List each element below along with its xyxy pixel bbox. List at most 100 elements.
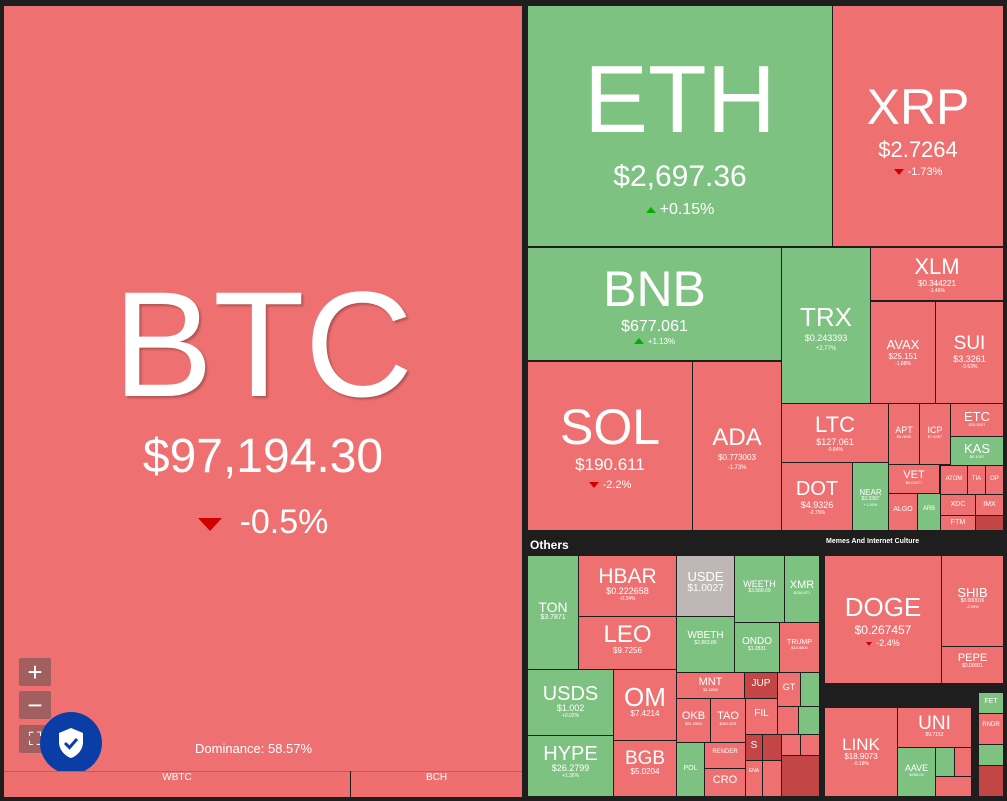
dot-price: $4.9326	[800, 500, 834, 510]
tile-misc-14[interactable]	[979, 766, 1003, 796]
near-price: $3.3387	[861, 496, 880, 502]
xlm-symbol: XLM	[914, 254, 960, 279]
trx-price: $0.243393	[804, 333, 848, 343]
kas-price: $0.1097	[969, 454, 985, 459]
tile-avax[interactable]: AVAX $25.151 -1.88%	[871, 302, 935, 403]
tile-misc-8[interactable]	[763, 761, 781, 796]
tile-etc[interactable]: ETC $20.5407	[951, 404, 1003, 436]
tile-vet[interactable]: VET $0.03477	[889, 465, 939, 493]
tile-misc-7[interactable]	[801, 735, 819, 755]
tile-fet[interactable]: FET	[979, 693, 1003, 713]
tile-shib[interactable]: SHIB $0.000016 -3.09%	[942, 556, 1003, 646]
tile-cro[interactable]: CRO	[705, 769, 745, 796]
tile-uni[interactable]: UNI $9.7152	[898, 708, 971, 747]
tile-op[interactable]: OP	[986, 466, 1003, 494]
tile-weeth[interactable]: WEETH $3,568.09	[735, 556, 784, 622]
tile-icp[interactable]: ICP $7.6287	[920, 404, 950, 464]
tile-ada[interactable]: ADA $0.773003 -1.73%	[693, 362, 781, 530]
tile-ftm[interactable]: FTM	[941, 516, 975, 530]
tile-pepe[interactable]: PEPE $0.00001	[942, 647, 1003, 683]
tile-aave[interactable]: AAVE $256.04	[898, 748, 935, 796]
tile-tao[interactable]: TAO $364.878	[711, 699, 745, 742]
tile-hbar[interactable]: HBAR $0.222658 -0.34%	[579, 556, 676, 616]
up-arrow-icon	[645, 206, 656, 213]
tile-rndr[interactable]: RNDR	[979, 714, 1003, 744]
btc-price: $97,194.30	[142, 430, 384, 483]
tile-misc-4[interactable]	[799, 707, 819, 734]
apt-symbol: APT	[895, 425, 913, 435]
avax-symbol: AVAX	[886, 337, 920, 352]
tile-near[interactable]: NEAR $3.3387 +1.26%	[853, 463, 888, 530]
tile-hype[interactable]: HYPE $26.2799 +1.36%	[528, 736, 613, 796]
sui-symbol: SUI	[953, 333, 986, 354]
tile-tia[interactable]: TIA	[968, 466, 985, 494]
tile-xlm[interactable]: XLM $0.344221 -1.46%	[871, 248, 1003, 300]
near-symbol: NEAR	[859, 488, 882, 497]
tile-misc-13[interactable]	[979, 745, 1003, 765]
zoom-out-button[interactable]: −	[19, 690, 51, 720]
eth-price: $2,697.36	[613, 160, 747, 193]
tile-misc-2[interactable]	[801, 673, 819, 706]
tile-misc-9[interactable]	[782, 756, 819, 796]
tile-mnt[interactable]: MNT $1.0265	[677, 673, 744, 698]
tile-jup[interactable]: JUP	[745, 673, 777, 698]
tile-misc-1[interactable]	[976, 516, 1003, 530]
tile-om[interactable]: OM $7.4214	[614, 670, 676, 740]
tile-dot[interactable]: DOT $4.9326 -2.75%	[782, 463, 852, 530]
tile-xmr[interactable]: XMR $236.871	[785, 556, 819, 622]
trx-symbol: TRX	[800, 302, 852, 332]
sui-change: -3.63%	[961, 363, 978, 370]
tile-ondo[interactable]: ONDO $1.2831	[735, 623, 779, 672]
tile-trump[interactable]: TRUMP $16.8800	[780, 623, 819, 672]
others-section-label: Others	[530, 538, 569, 552]
tile-gt[interactable]: GT	[778, 673, 800, 706]
tile-misc-11[interactable]	[955, 748, 971, 776]
tile-xrp[interactable]: XRP $2.7264 -1.73%	[833, 6, 1003, 246]
tile-bch[interactable]: BCH	[351, 771, 522, 797]
tile-render[interactable]: RENDER	[705, 743, 745, 768]
tile-ton[interactable]: TON $3.7871	[528, 556, 578, 669]
tile-bnb[interactable]: BNB $677.061 +1.13%	[528, 248, 781, 360]
tile-eth[interactable]: ETH $2,697.36 +0.15%	[528, 6, 832, 246]
shield-icon[interactable]	[40, 712, 102, 774]
bnb-price: $677.061	[621, 318, 688, 335]
tile-ena[interactable]: ENA	[746, 761, 762, 796]
ada-price: $0.773003	[718, 453, 756, 462]
tile-imx[interactable]: IMX	[976, 495, 1003, 515]
tile-btc[interactable]: BTC $97,194.30 -0.5%	[4, 6, 522, 771]
tile-arb[interactable]: ARB	[918, 494, 940, 530]
tile-ltc[interactable]: LTC $127.061 -0.84%	[782, 404, 888, 462]
tile-fil[interactable]: FIL	[746, 699, 777, 734]
tile-misc-6[interactable]	[782, 735, 800, 755]
tile-leo[interactable]: LEO $9.7256	[579, 617, 676, 669]
tile-doge[interactable]: DOGE $0.267457 -2.4%	[825, 556, 941, 683]
xlm-price: $0.344221	[918, 279, 956, 288]
tile-sol[interactable]: SOL $190.611 -2.2%	[528, 362, 692, 530]
tile-apt[interactable]: APT $6.0630	[889, 404, 919, 464]
tile-trx[interactable]: TRX $0.243393 +2.77%	[782, 248, 870, 403]
sui-price: $3.3261	[953, 354, 986, 364]
tile-okb[interactable]: OKB $51.0963	[677, 699, 710, 742]
tile-usds[interactable]: USDS $1.002 +0.02%	[528, 670, 613, 735]
tile-misc-5[interactable]	[763, 735, 781, 760]
tile-wbtc[interactable]: WBTC	[4, 771, 350, 797]
tile-usde[interactable]: USDE $1.0027	[677, 556, 734, 616]
tile-algo[interactable]: ALGO	[889, 494, 917, 530]
tile-wbeth[interactable]: WBETH $2,863.86	[677, 617, 734, 672]
tile-misc-12[interactable]	[936, 777, 971, 796]
tile-bgb[interactable]: BGB $5.0204	[614, 741, 676, 796]
dot-symbol: DOT	[795, 478, 839, 500]
tile-pol[interactable]: POL	[677, 743, 704, 796]
tile-misc-10[interactable]	[936, 748, 954, 776]
tile-s[interactable]: S	[746, 735, 762, 760]
tile-sui[interactable]: SUI $3.3261 -3.63%	[936, 302, 1003, 403]
tile-atom[interactable]: ATOM	[941, 466, 967, 494]
tile-link[interactable]: LINK $18.9073 -0.18%	[825, 708, 897, 796]
tile-misc-3[interactable]	[778, 707, 798, 734]
tile-xdc[interactable]: XDC	[941, 495, 975, 515]
apt-price: $6.0630	[896, 434, 912, 439]
bnb-change: +1.13%	[528, 337, 781, 347]
tile-kas[interactable]: KAS $0.1097	[951, 437, 1003, 465]
dominance-label: Dominance: 58.57%	[195, 741, 313, 756]
zoom-in-button[interactable]: +	[19, 657, 51, 687]
